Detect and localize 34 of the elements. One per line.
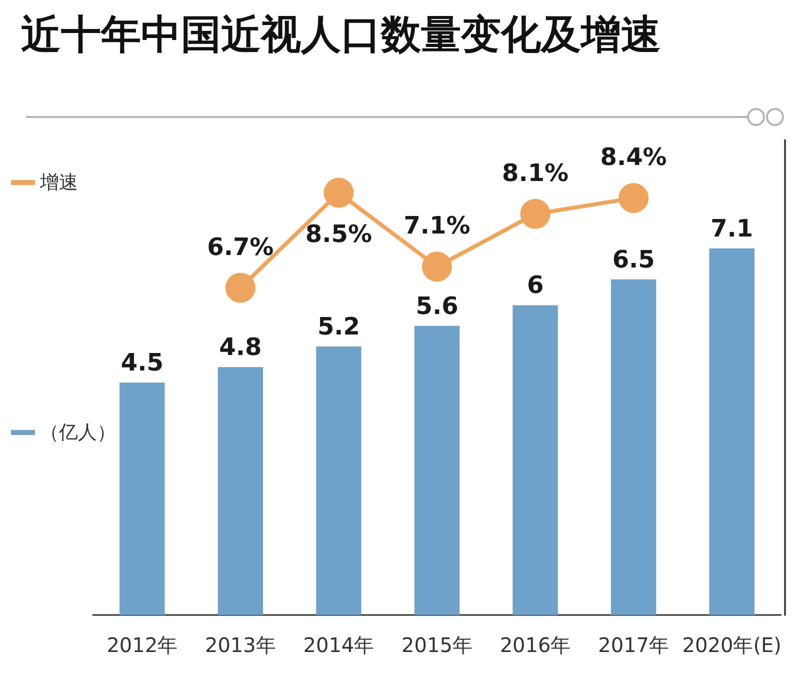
legend-label: 增速: [39, 172, 78, 194]
bar: [709, 248, 754, 615]
bar: [316, 346, 362, 615]
data-label: 4.8: [219, 333, 262, 362]
chart-title: 近十年中国近视人口数量变化及增速: [21, 12, 661, 58]
data-label: 6.7%: [207, 232, 274, 261]
data-label: 6: [526, 271, 544, 300]
data-label: 8.5%: [305, 220, 372, 248]
x-tick-label: 2017年: [598, 633, 670, 657]
x-tick-label: 2020年(E): [682, 633, 782, 657]
x-tick-label: 2015年: [402, 633, 472, 657]
bar: [414, 326, 460, 615]
data-label: 4.5: [120, 348, 164, 377]
legend-label: （亿人）: [40, 422, 116, 444]
point: [422, 252, 452, 282]
data-label: 7.1%: [404, 212, 470, 240]
x-tick-label: 2012年: [106, 633, 178, 657]
data-label: 5.6: [416, 292, 458, 320]
point: [225, 272, 256, 303]
bar: [610, 279, 656, 615]
data-label: 5.2: [317, 312, 360, 341]
data-label: 8.4%: [600, 143, 667, 172]
data-label: 6.5: [612, 245, 655, 274]
point: [618, 183, 649, 214]
data-label: 8.1%: [502, 158, 569, 187]
bar: [120, 382, 165, 615]
point: [324, 178, 354, 208]
x-tick-label: 2016年: [500, 633, 571, 657]
x-tick-label: 2013年: [204, 633, 276, 657]
bar: [218, 367, 264, 615]
bar: [512, 305, 558, 615]
data-label: 7.1: [710, 214, 754, 242]
x-tick-label: 2014年: [303, 633, 374, 657]
point: [520, 198, 550, 229]
